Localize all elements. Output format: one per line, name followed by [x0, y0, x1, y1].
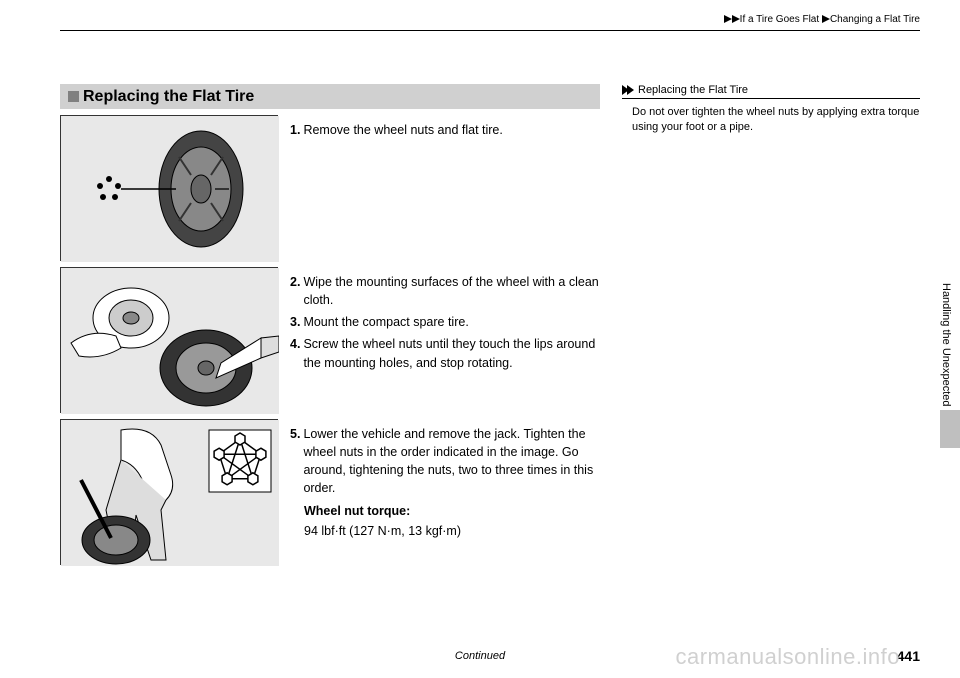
step-text-3: Mount the compact spare tire.	[303, 313, 468, 331]
side-tab: Handling the Unexpected	[940, 280, 960, 450]
step-text-5: Lower the vehicle and remove the jack. T…	[303, 425, 600, 498]
note-icon	[622, 85, 634, 95]
figure-tighten	[60, 419, 278, 565]
torque-label: Wheel nut torque:	[304, 504, 410, 518]
section-header: Replacing the Flat Tire	[60, 84, 600, 109]
figure-wipe-mount	[60, 267, 278, 413]
torque-value: 94 lbf·ft (127 N·m, 13 kgf·m)	[304, 522, 600, 540]
arrow-icon	[732, 14, 740, 25]
step-num: 4.	[290, 335, 300, 371]
step-text-2: Wipe the mounting surfaces of the wheel …	[303, 273, 600, 309]
watermark: carmanualsonline.info	[675, 644, 900, 670]
step-num: 1.	[290, 121, 300, 139]
step-text-1: Remove the wheel nuts and flat tire.	[303, 121, 502, 139]
arrow-icon	[724, 14, 732, 25]
breadcrumb-b: Changing a Flat Tire	[830, 14, 920, 25]
step-num: 2.	[290, 273, 300, 309]
note-body: Do not over tighten the wheel nuts by ap…	[622, 99, 920, 136]
breadcrumb-a: If a Tire Goes Flat	[740, 14, 819, 25]
sidebar-note: Replacing the Flat Tire Do not over tigh…	[622, 84, 920, 136]
side-tab-label: Handling the Unexpected	[940, 280, 952, 410]
step-num: 3.	[290, 313, 300, 331]
arrow-icon	[822, 14, 830, 25]
square-icon	[68, 91, 79, 102]
figure-remove-wheel	[60, 115, 278, 261]
section-title: Replacing the Flat Tire	[83, 88, 254, 105]
side-tab-box	[940, 410, 960, 448]
breadcrumb: If a Tire Goes Flat Changing a Flat Tire	[724, 14, 920, 25]
main-content: Replacing the Flat Tire	[60, 84, 600, 571]
step-num: 5.	[290, 425, 300, 498]
footer-continued: Continued	[455, 650, 505, 662]
step-text-4: Screw the wheel nuts until they touch th…	[303, 335, 600, 371]
note-title: Replacing the Flat Tire	[638, 84, 748, 96]
page-number: 441	[897, 648, 920, 664]
divider	[60, 30, 920, 31]
